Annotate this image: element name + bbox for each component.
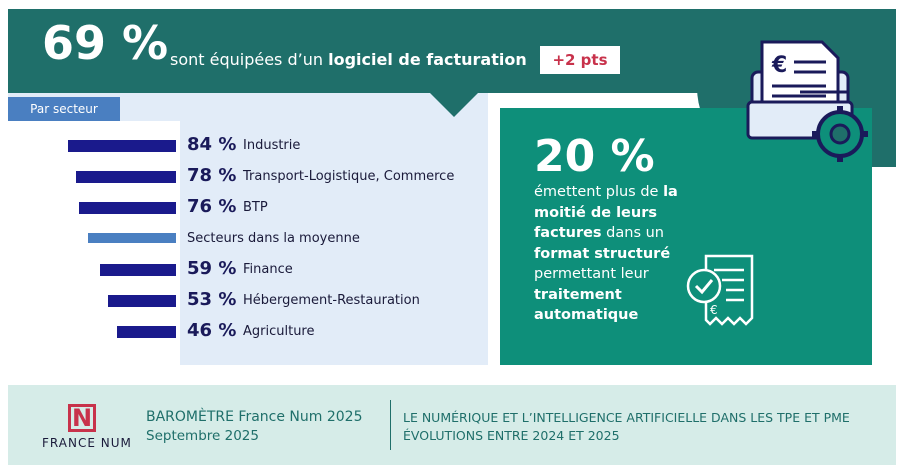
stat-text-segment: permettant leur (534, 266, 649, 282)
footer-subtitle-2: ÉVOLUTIONS ENTRE 2024 ET 2025 (403, 428, 620, 443)
barometre-title: BAROMÈTRE France Num 2025 (146, 409, 363, 425)
invoice-gear-icon: € (746, 40, 868, 162)
bar-6 (117, 326, 176, 338)
bar-0 (68, 140, 176, 152)
stat-percent: 20 % (534, 131, 655, 182)
bar-category-label: Transport-Logistique, Commerce (243, 169, 455, 184)
svg-text:€: € (710, 303, 718, 317)
stat-text-segment: dans un (601, 225, 664, 241)
average-marker-bar (88, 233, 176, 243)
bar-area (8, 121, 180, 365)
bar-4 (100, 264, 176, 276)
headline-text: sont équipées d’un logiciel de facturati… (170, 50, 527, 69)
bar-value-label: 84 % (187, 134, 237, 155)
barometre-date: Septembre 2025 (146, 428, 259, 444)
stat-text-segment: traitement automatique (534, 286, 639, 324)
bar-value-label: 76 % (187, 196, 237, 217)
france-num-logo (68, 404, 96, 432)
logo-letter: N (72, 404, 93, 432)
delta-badge: +2 pts (540, 46, 620, 74)
bar-category-label: Hébergement-Restauration (243, 293, 420, 308)
bar-category-label: Agriculture (243, 324, 315, 339)
bar-category-label: Secteurs dans la moyenne (187, 231, 360, 246)
bar-value-label: 53 % (187, 289, 237, 310)
footer (8, 385, 896, 465)
stat-panel (500, 108, 872, 365)
stat-text-segment: la moitié de leurs factures (534, 184, 678, 241)
stat-text: émettent plus de la moitié de leurs fact… (534, 182, 694, 326)
bar-category-label: Finance (243, 262, 293, 277)
bar-value-label: 59 % (187, 258, 237, 279)
footer-subtitle-1: LE NUMÉRIQUE ET L’INTELLIGENCE ARTIFICIE… (403, 410, 850, 425)
checked-invoice-icon: € (686, 254, 754, 326)
sector-tag: Par secteur (8, 97, 120, 121)
stat-text-segment: émettent plus de (534, 184, 664, 200)
bar-2 (79, 202, 176, 214)
bar-category-label: Industrie (243, 138, 301, 153)
panel-notch (430, 93, 478, 117)
bar-value-label: 78 % (187, 165, 237, 186)
headline-percent: 69 % (42, 16, 169, 70)
stat-text-segment: format structuré (534, 245, 671, 262)
bar-5 (108, 295, 176, 307)
headline-prefix: sont équipées d’un (170, 50, 329, 69)
headline-bold: logiciel de facturation (328, 50, 527, 69)
footer-divider (390, 400, 391, 450)
svg-text:€: € (771, 53, 787, 78)
logo-caption: FRANCE NUM (42, 436, 132, 450)
bar-value-label: 46 % (187, 320, 237, 341)
bar-category-label: BTP (243, 200, 268, 215)
bar-1 (76, 171, 176, 183)
